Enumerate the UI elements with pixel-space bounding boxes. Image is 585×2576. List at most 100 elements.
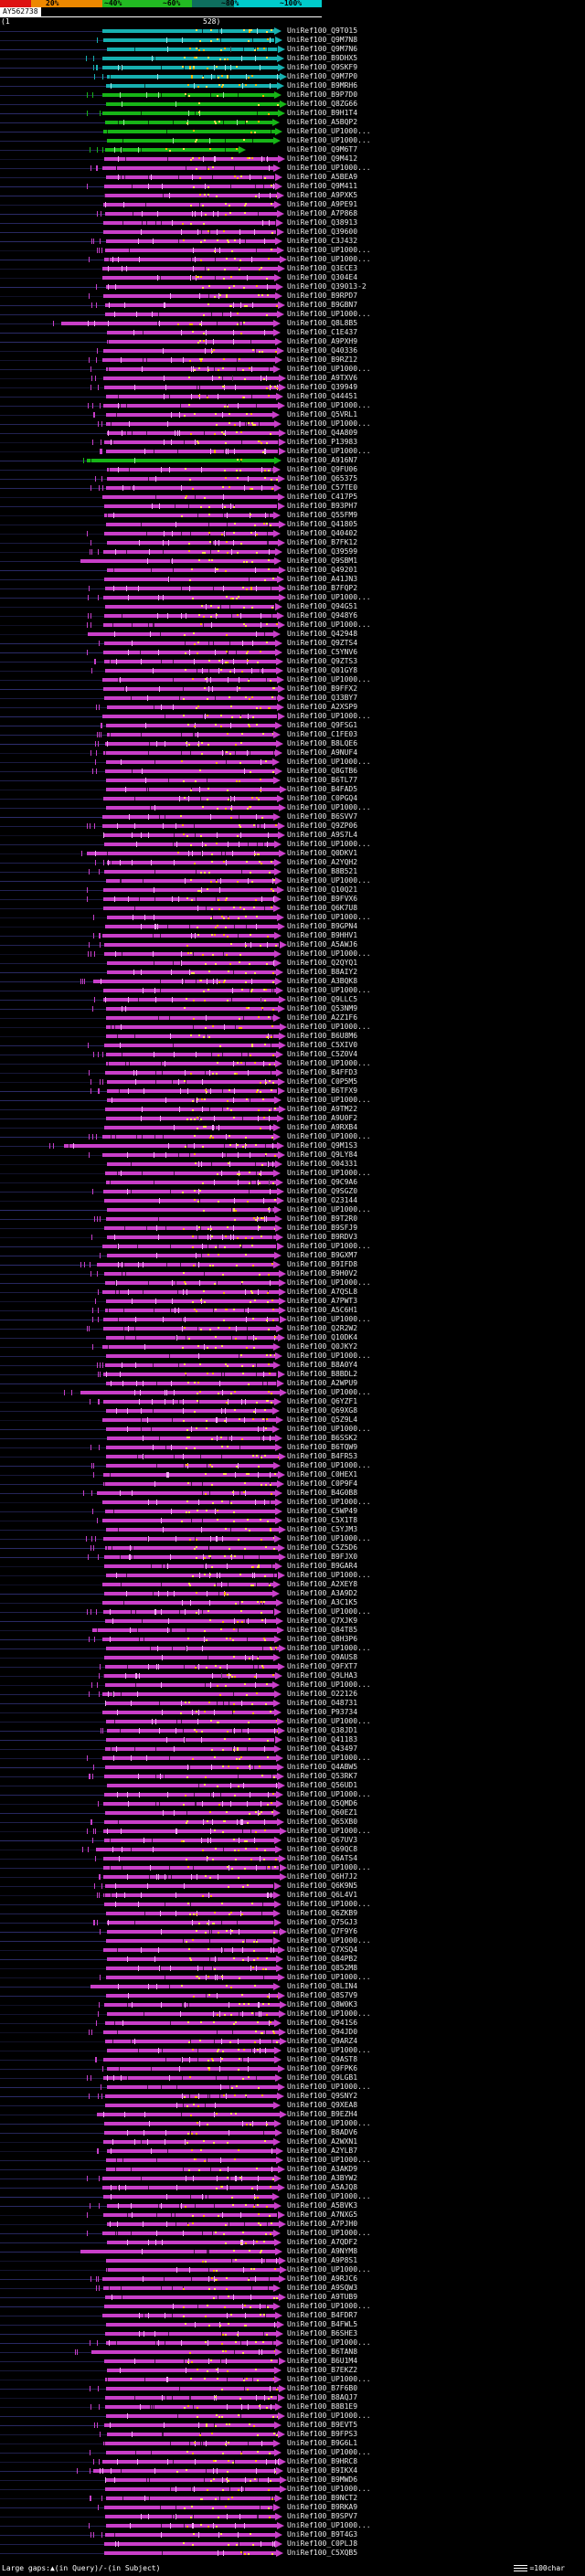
alignment-bar[interactable] bbox=[102, 1674, 275, 1678]
alignment-bar[interactable] bbox=[105, 1309, 279, 1312]
hit-label[interactable]: UniRef100_C0HEX1 bbox=[287, 1470, 358, 1479]
alignment-bar[interactable] bbox=[103, 797, 278, 800]
alignment-bar[interactable] bbox=[103, 514, 273, 517]
hit-label[interactable]: UniRef100_Q84T85 bbox=[287, 1626, 358, 1634]
hit-label[interactable]: UniRef100_Q53NM9 bbox=[287, 1004, 358, 1012]
alignment-bar[interactable] bbox=[107, 1436, 276, 1440]
hit-label[interactable]: UniRef100_Q49201 bbox=[287, 566, 358, 574]
alignment-bar[interactable] bbox=[105, 1007, 279, 1011]
alignment-bar[interactable] bbox=[105, 175, 275, 179]
hit-label[interactable]: UniRef100_UP1000... bbox=[287, 2302, 371, 2310]
alignment-bar[interactable] bbox=[102, 824, 278, 828]
hit-label[interactable]: UniRef100_A5BEA9 bbox=[287, 173, 358, 181]
hit-label[interactable]: UniRef100_O48731 bbox=[287, 1699, 358, 1707]
hit-label[interactable]: UniRef100_UP1000... bbox=[287, 1023, 371, 1031]
alignment-bar[interactable] bbox=[105, 1181, 277, 1184]
alignment-bar[interactable] bbox=[102, 1153, 279, 1157]
hit-label[interactable]: UniRef100_UP1000... bbox=[287, 949, 371, 958]
hit-label[interactable]: UniRef100_O22126 bbox=[287, 1690, 358, 1698]
alignment-bar[interactable] bbox=[107, 477, 279, 481]
hit-label[interactable]: UniRef100_Q38JD1 bbox=[287, 1726, 358, 1734]
alignment-bar[interactable] bbox=[102, 2076, 275, 2080]
alignment-bar[interactable] bbox=[104, 1546, 278, 1550]
alignment-bar[interactable] bbox=[106, 331, 274, 334]
alignment-bar[interactable] bbox=[104, 2003, 280, 2007]
alignment-bar[interactable] bbox=[106, 340, 276, 344]
alignment-bar[interactable] bbox=[102, 2195, 273, 2199]
hit-label[interactable]: UniRef100_UP1000... bbox=[287, 1352, 371, 1360]
alignment-bar[interactable] bbox=[104, 2021, 275, 2025]
alignment-bar[interactable] bbox=[103, 1327, 277, 1330]
alignment-bar[interactable] bbox=[86, 852, 279, 855]
hit-label[interactable]: UniRef100_Q9M7P0 bbox=[287, 72, 358, 80]
hit-label[interactable]: UniRef100_UP1000... bbox=[287, 1461, 371, 1469]
alignment-bar[interactable] bbox=[103, 660, 277, 663]
hit-label[interactable]: UniRef100_Q5QMD6 bbox=[287, 1799, 358, 1807]
alignment-bar[interactable] bbox=[80, 2250, 276, 2253]
hit-label[interactable]: UniRef100_B9P7D0 bbox=[287, 90, 358, 99]
alignment-bar[interactable] bbox=[106, 486, 274, 490]
hit-label[interactable]: UniRef100_UP1000... bbox=[287, 1607, 371, 1616]
hit-label[interactable]: UniRef100_UP1000... bbox=[287, 1242, 371, 1250]
hit-label[interactable]: UniRef100_UP1000... bbox=[287, 310, 371, 318]
alignment-bar[interactable] bbox=[102, 1500, 276, 1504]
hit-label[interactable]: UniRef100_P13983 bbox=[287, 438, 358, 446]
alignment-bar[interactable] bbox=[106, 2168, 279, 2171]
alignment-bar[interactable] bbox=[104, 1820, 277, 1824]
alignment-bar[interactable] bbox=[106, 1016, 274, 1020]
alignment-bar[interactable] bbox=[102, 1692, 275, 1696]
hit-label[interactable]: UniRef100_UP1000... bbox=[287, 1534, 371, 1542]
hit-label[interactable]: UniRef100_UP1000... bbox=[287, 1498, 371, 1506]
alignment-bar[interactable] bbox=[105, 285, 276, 289]
alignment-bar[interactable] bbox=[102, 897, 274, 901]
alignment-bar[interactable] bbox=[102, 1519, 275, 1522]
hit-label[interactable]: UniRef100_UP1000... bbox=[287, 2156, 371, 2164]
alignment-bar[interactable] bbox=[104, 843, 275, 846]
alignment-bar[interactable] bbox=[106, 1208, 274, 1212]
alignment-bar[interactable] bbox=[105, 2478, 280, 2482]
alignment-bar[interactable] bbox=[102, 495, 278, 499]
hit-label[interactable]: UniRef100_Q941S6 bbox=[287, 2019, 358, 2027]
hit-label[interactable]: UniRef100_A3C1K5 bbox=[287, 1598, 358, 1606]
hit-label[interactable]: UniRef100_UP1000... bbox=[287, 913, 371, 921]
hit-label[interactable]: UniRef100_UP1000... bbox=[287, 1973, 371, 1981]
hit-label[interactable]: UniRef100_C0P5M5 bbox=[287, 1077, 358, 1086]
alignment-bar[interactable] bbox=[105, 769, 275, 773]
alignment-bar[interactable] bbox=[105, 1994, 278, 1998]
alignment-bar[interactable] bbox=[107, 1784, 279, 1787]
alignment-bar[interactable] bbox=[104, 1701, 273, 1705]
alignment-bar[interactable] bbox=[102, 2231, 273, 2235]
alignment-bar[interactable] bbox=[104, 212, 277, 216]
alignment-bar[interactable] bbox=[103, 440, 279, 444]
hit-label[interactable]: UniRef100_UP1000... bbox=[287, 136, 371, 144]
hit-label[interactable]: UniRef100_Q8W0K3 bbox=[287, 2000, 358, 2009]
alignment-bar[interactable] bbox=[106, 2149, 276, 2153]
hit-label[interactable]: UniRef100_UP1000... bbox=[287, 2009, 371, 2018]
alignment-bar[interactable] bbox=[103, 1893, 274, 1897]
hit-label[interactable]: UniRef100_B9DHX5 bbox=[287, 54, 358, 62]
alignment-bar[interactable] bbox=[105, 788, 280, 791]
alignment-bar[interactable] bbox=[105, 2515, 275, 2518]
hit-label[interactable]: UniRef100_Q39949 bbox=[287, 383, 358, 391]
hit-label[interactable]: UniRef100_A3BQK8 bbox=[287, 977, 358, 985]
alignment-bar[interactable] bbox=[106, 395, 276, 398]
hit-label[interactable]: UniRef100_UP1000... bbox=[287, 2046, 371, 2054]
alignment-bar[interactable] bbox=[105, 2332, 277, 2336]
hit-label[interactable]: UniRef100_C3J432 bbox=[287, 237, 358, 245]
alignment-bar[interactable] bbox=[101, 815, 274, 819]
alignment-bar[interactable] bbox=[88, 632, 273, 636]
alignment-bar[interactable] bbox=[105, 1336, 279, 1340]
alignment-bar[interactable] bbox=[104, 605, 275, 609]
hit-label[interactable]: UniRef100_C5Z5D6 bbox=[287, 1543, 358, 1552]
alignment-bar[interactable] bbox=[103, 623, 279, 627]
alignment-bar[interactable] bbox=[105, 1446, 276, 1449]
hit-label[interactable]: UniRef100_UP1000... bbox=[287, 127, 371, 135]
hit-label[interactable]: UniRef100_Q69QC8 bbox=[287, 1845, 358, 1853]
alignment-bar[interactable] bbox=[105, 1528, 280, 1532]
hit-label[interactable]: UniRef100_Q10Q21 bbox=[287, 885, 358, 894]
alignment-bar[interactable] bbox=[103, 641, 275, 645]
hit-label[interactable]: UniRef100_Q53RK7 bbox=[287, 1772, 358, 1780]
hit-label[interactable]: UniRef100_UP1000... bbox=[287, 1680, 371, 1689]
alignment-bar[interactable] bbox=[102, 1345, 273, 1349]
hit-label[interactable]: UniRef100_UP1000... bbox=[287, 876, 371, 885]
